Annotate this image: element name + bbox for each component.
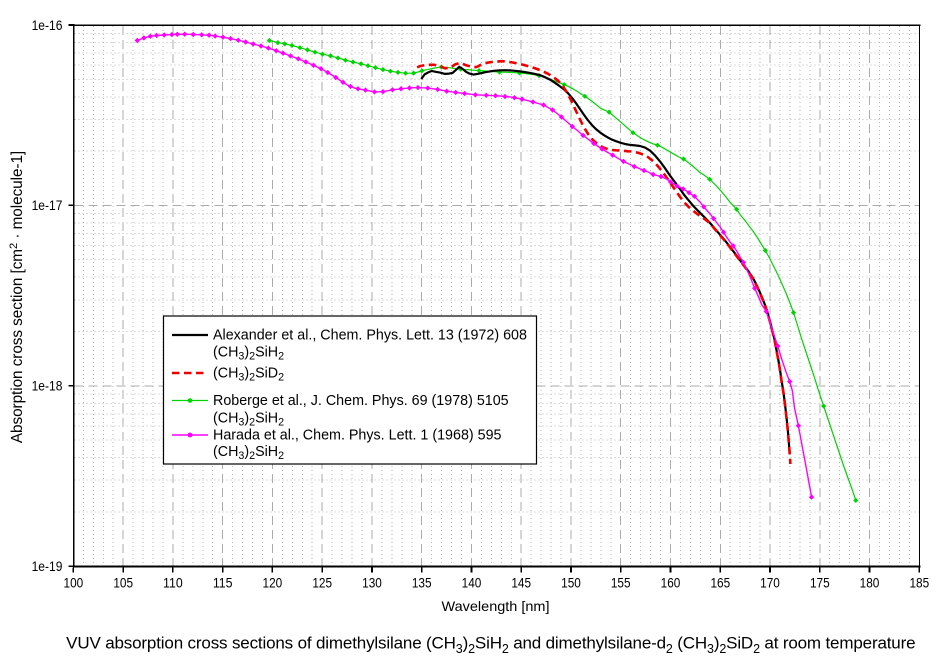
- svg-text:Absorption cross section [cm2: Absorption cross section [cm2 · molecule…: [8, 151, 26, 443]
- svg-text:160: 160: [661, 575, 681, 591]
- svg-text:Roberge et al., J. Chem. Phys.: Roberge et al., J. Chem. Phys. 69 (1978)…: [213, 393, 509, 409]
- svg-text:145: 145: [511, 575, 531, 591]
- svg-text:130: 130: [362, 575, 382, 591]
- svg-text:125: 125: [312, 575, 332, 591]
- svg-text:1e-16: 1e-16: [32, 17, 63, 33]
- svg-text:1e-18: 1e-18: [32, 378, 63, 394]
- svg-text:1e-19: 1e-19: [32, 558, 63, 574]
- svg-text:185: 185: [909, 575, 929, 591]
- svg-text:100: 100: [64, 575, 84, 591]
- svg-text:(CH3​)2​SiH2​: (CH3​)2​SiH2​: [213, 345, 284, 363]
- svg-text:115: 115: [213, 575, 233, 591]
- svg-text:VUV absorption cross sections: VUV absorption cross sections of dimethy…: [66, 634, 915, 657]
- svg-text:150: 150: [561, 575, 581, 591]
- svg-text:105: 105: [113, 575, 133, 591]
- svg-text:110: 110: [163, 575, 183, 591]
- svg-text:175: 175: [810, 575, 830, 591]
- svg-text:Wavelength [nm]: Wavelength [nm]: [442, 598, 550, 614]
- svg-text:Alexander et al., Chem. Phys.: Alexander et al., Chem. Phys. Lett. 13 (…: [213, 328, 527, 344]
- svg-text:(CH3​)2​SiH2​: (CH3​)2​SiH2​: [213, 411, 284, 429]
- svg-text:180: 180: [860, 575, 880, 591]
- svg-text:(CH3​)2​SiD2​: (CH3​)2​SiD2​: [213, 366, 284, 384]
- svg-text:(CH3​)2​SiH2​: (CH3​)2​SiH2​: [213, 444, 284, 462]
- svg-text:155: 155: [611, 575, 631, 591]
- svg-text:165: 165: [710, 575, 730, 591]
- svg-text:120: 120: [263, 575, 283, 591]
- svg-text:170: 170: [760, 575, 780, 591]
- svg-text:140: 140: [462, 575, 482, 591]
- svg-text:135: 135: [412, 575, 432, 591]
- svg-text:Harada et al., Chem. Phys. Let: Harada et al., Chem. Phys. Lett. 1 (1968…: [213, 428, 502, 444]
- svg-text:1e-17: 1e-17: [32, 197, 63, 213]
